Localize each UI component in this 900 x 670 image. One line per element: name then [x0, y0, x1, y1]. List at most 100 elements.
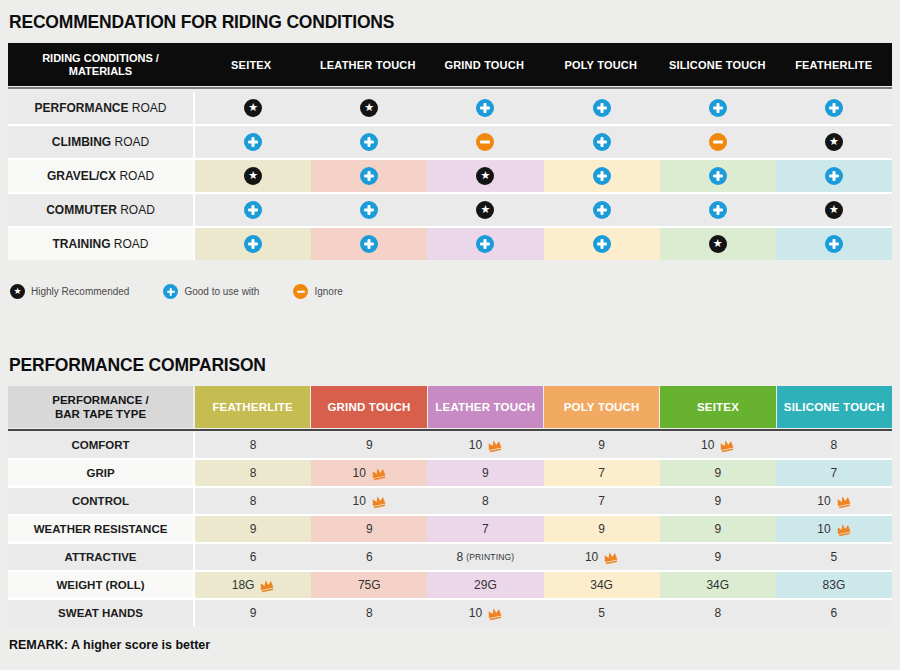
score-cell: 8	[660, 600, 776, 626]
recommendation-cell	[427, 126, 543, 158]
score-cell: 9	[660, 516, 776, 542]
table-row: CONTROL81087910	[8, 488, 892, 514]
table-row: GRIP8109797	[8, 460, 892, 486]
row-label-rest: ROAD	[111, 135, 149, 149]
score-value: 9	[714, 466, 721, 480]
score-value: 7	[482, 522, 489, 536]
score-cell: 9	[544, 432, 660, 458]
score-cell: 9	[195, 516, 311, 542]
legend-item: ★Highly Recommended	[10, 284, 129, 299]
plus-in-circle-icon	[593, 167, 611, 185]
table-row: PERFORMANCE ROAD★★	[8, 92, 892, 124]
plus-in-circle-icon	[360, 133, 378, 151]
score-cell: 8	[776, 432, 892, 458]
score-value: 10	[585, 550, 598, 564]
recommendation-cell: ★	[195, 160, 311, 192]
score-value: 10	[701, 438, 714, 452]
star-in-circle-icon: ★	[360, 99, 378, 117]
recommendation-header-label-line1: RIDING CONDITIONS /	[8, 52, 193, 65]
recommendation-cell	[427, 92, 543, 124]
row-label: WEATHER RESISTANCE	[8, 516, 193, 542]
recommendation-cell	[195, 194, 311, 226]
score-value: 9	[714, 550, 721, 564]
score-cell: 18G	[195, 572, 311, 598]
recommendation-header-label-line2: MATERIALS	[8, 65, 193, 78]
plus-in-circle-icon	[163, 284, 178, 299]
row-label: SWEAT HANDS	[8, 600, 193, 626]
crown-icon	[486, 605, 503, 621]
score-cell: 8(PRINTING)	[427, 544, 543, 570]
score-value: 9	[598, 438, 605, 452]
remark-text: REMARK: A higher score is better	[9, 638, 892, 652]
score-value: 8	[250, 494, 257, 508]
performance-header-label-line1: PERFORMANCE /	[52, 393, 148, 407]
plus-in-circle-icon	[244, 201, 262, 219]
crown-icon	[602, 549, 619, 565]
recommendation-cell	[660, 126, 776, 158]
row-label-bold: COMMUTER	[46, 203, 117, 217]
plus-in-circle-icon	[825, 167, 843, 185]
performance-table: PERFORMANCE / BAR TAPE TYPE FEATHERLITEG…	[8, 386, 892, 626]
score-value: 8	[250, 466, 257, 480]
score-cell: 5	[544, 600, 660, 626]
score-value: 6	[366, 550, 373, 564]
row-label: COMMUTER ROAD	[8, 194, 193, 226]
score-value: 9	[250, 606, 257, 620]
row-label-bold: CLIMBING	[52, 135, 111, 149]
recommendation-title: RECOMMENDATION FOR RIDING CONDITIONS	[9, 12, 892, 33]
score-value: 9	[714, 522, 721, 536]
score-note: (PRINTING)	[466, 552, 514, 562]
score-value: 8	[482, 494, 489, 508]
plus-in-circle-icon	[244, 235, 262, 253]
recommendation-cell	[427, 228, 543, 260]
score-value: 9	[482, 466, 489, 480]
recommendation-cell	[776, 92, 892, 124]
crown-icon	[834, 493, 851, 509]
star-in-circle-icon: ★	[244, 167, 262, 185]
score-cell: 7	[544, 460, 660, 486]
score-cell: 29G	[427, 572, 543, 598]
legend-label: Good to use with	[184, 286, 259, 297]
recommendation-table: RIDING CONDITIONS / MATERIALS SEITEXLEAT…	[8, 43, 892, 260]
crown-icon	[370, 493, 387, 509]
score-cell: 8	[311, 600, 427, 626]
legend-label: Ignore	[314, 286, 342, 297]
recommendation-cell	[660, 194, 776, 226]
header-divider	[8, 87, 892, 89]
star-in-circle-icon: ★	[10, 284, 25, 299]
score-cell: 34G	[660, 572, 776, 598]
recommendation-cell: ★	[427, 160, 543, 192]
recommendation-cell	[311, 160, 427, 192]
recommendation-cell	[544, 194, 660, 226]
plus-in-circle-icon	[593, 235, 611, 253]
performance-table-body: COMFORT89109108GRIP8109797CONTROL8108791…	[8, 432, 892, 626]
plus-in-circle-icon	[593, 201, 611, 219]
score-cell: 10	[311, 460, 427, 486]
performance-header-columns: FEATHERLITEGRIND TOUCHLEATHER TOUCHPOLY …	[195, 386, 892, 428]
table-row: CLIMBING ROAD★	[8, 126, 892, 158]
score-value: 8	[366, 606, 373, 620]
recommendation-cell: ★	[195, 92, 311, 124]
table-row: ATTRACTIVE668(PRINTING)1095	[8, 544, 892, 570]
table-row: SWEAT HANDS9810586	[8, 600, 892, 626]
recommendation-table-body: PERFORMANCE ROAD★★CLIMBING ROAD★GRAVEL/C…	[8, 92, 892, 260]
score-value: 29G	[474, 578, 497, 592]
performance-title: PERFORMANCE COMPARISON	[9, 355, 892, 376]
minus-in-circle-icon	[476, 133, 494, 151]
score-cell: 7	[776, 460, 892, 486]
score-cell: 10	[311, 488, 427, 514]
score-value: 10	[469, 606, 482, 620]
plus-in-circle-icon	[476, 235, 494, 253]
recommendation-cell	[776, 160, 892, 192]
score-cell: 10	[544, 544, 660, 570]
score-cell: 9	[311, 432, 427, 458]
crown-icon	[258, 577, 275, 593]
recommendation-cell	[544, 160, 660, 192]
score-value: 75G	[358, 578, 381, 592]
row-label: WEIGHT (ROLL)	[8, 572, 193, 598]
recommendation-cell	[660, 92, 776, 124]
score-cell: 9	[311, 516, 427, 542]
score-cell: 9	[660, 488, 776, 514]
score-value: 10	[817, 494, 830, 508]
score-value: 34G	[706, 578, 729, 592]
